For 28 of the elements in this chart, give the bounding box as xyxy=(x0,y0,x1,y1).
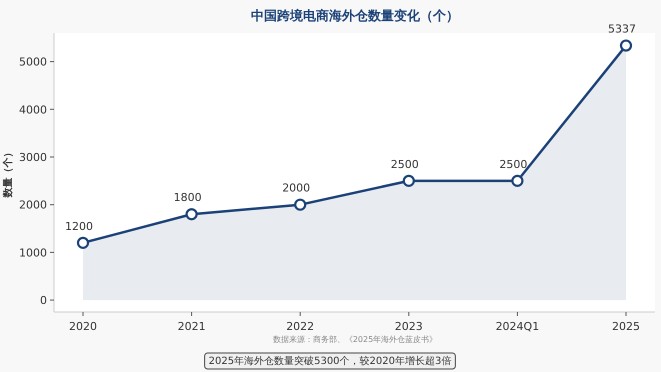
data-label: 5337 xyxy=(608,22,636,36)
x-tick-label: 2021 xyxy=(178,320,206,333)
y-tick-label: 4000 xyxy=(19,103,47,116)
point xyxy=(511,174,524,187)
data-label: 1800 xyxy=(174,191,202,204)
data-label: 2500 xyxy=(499,158,528,171)
y-tick-label: 5000 xyxy=(19,56,47,69)
y-axis-title: 数量（个） xyxy=(2,148,14,198)
y-tick-label: 3000 xyxy=(19,151,47,164)
point xyxy=(186,208,198,220)
source-note: 数据来源：商务部、《2025年海外仓蓝皮书》 xyxy=(272,335,438,344)
text: 2025年海外仓数量突破5300个，较2020年增长超3倍 xyxy=(208,355,452,367)
y-tick-label: 1000 xyxy=(19,246,47,260)
data-label: 2000 xyxy=(282,182,310,195)
y-tick-label: 2000 xyxy=(19,198,47,212)
chart-title: 中国跨境电商海外仓数量变化（个） xyxy=(251,8,459,24)
y-tick-label: 0 xyxy=(40,294,47,308)
x-tick-label: 2023 xyxy=(394,320,423,333)
x-tick-label: 2020 xyxy=(69,320,97,333)
data-label: 2500 xyxy=(390,158,419,171)
point xyxy=(402,174,415,187)
point xyxy=(76,236,90,249)
point xyxy=(620,39,632,52)
x-tick-label: 2024Q1 xyxy=(496,320,540,333)
x-tick-label: 2022 xyxy=(286,320,314,333)
point xyxy=(294,198,306,211)
data-label: 1200 xyxy=(65,220,93,233)
x-tick-label: 2025 xyxy=(612,320,640,333)
